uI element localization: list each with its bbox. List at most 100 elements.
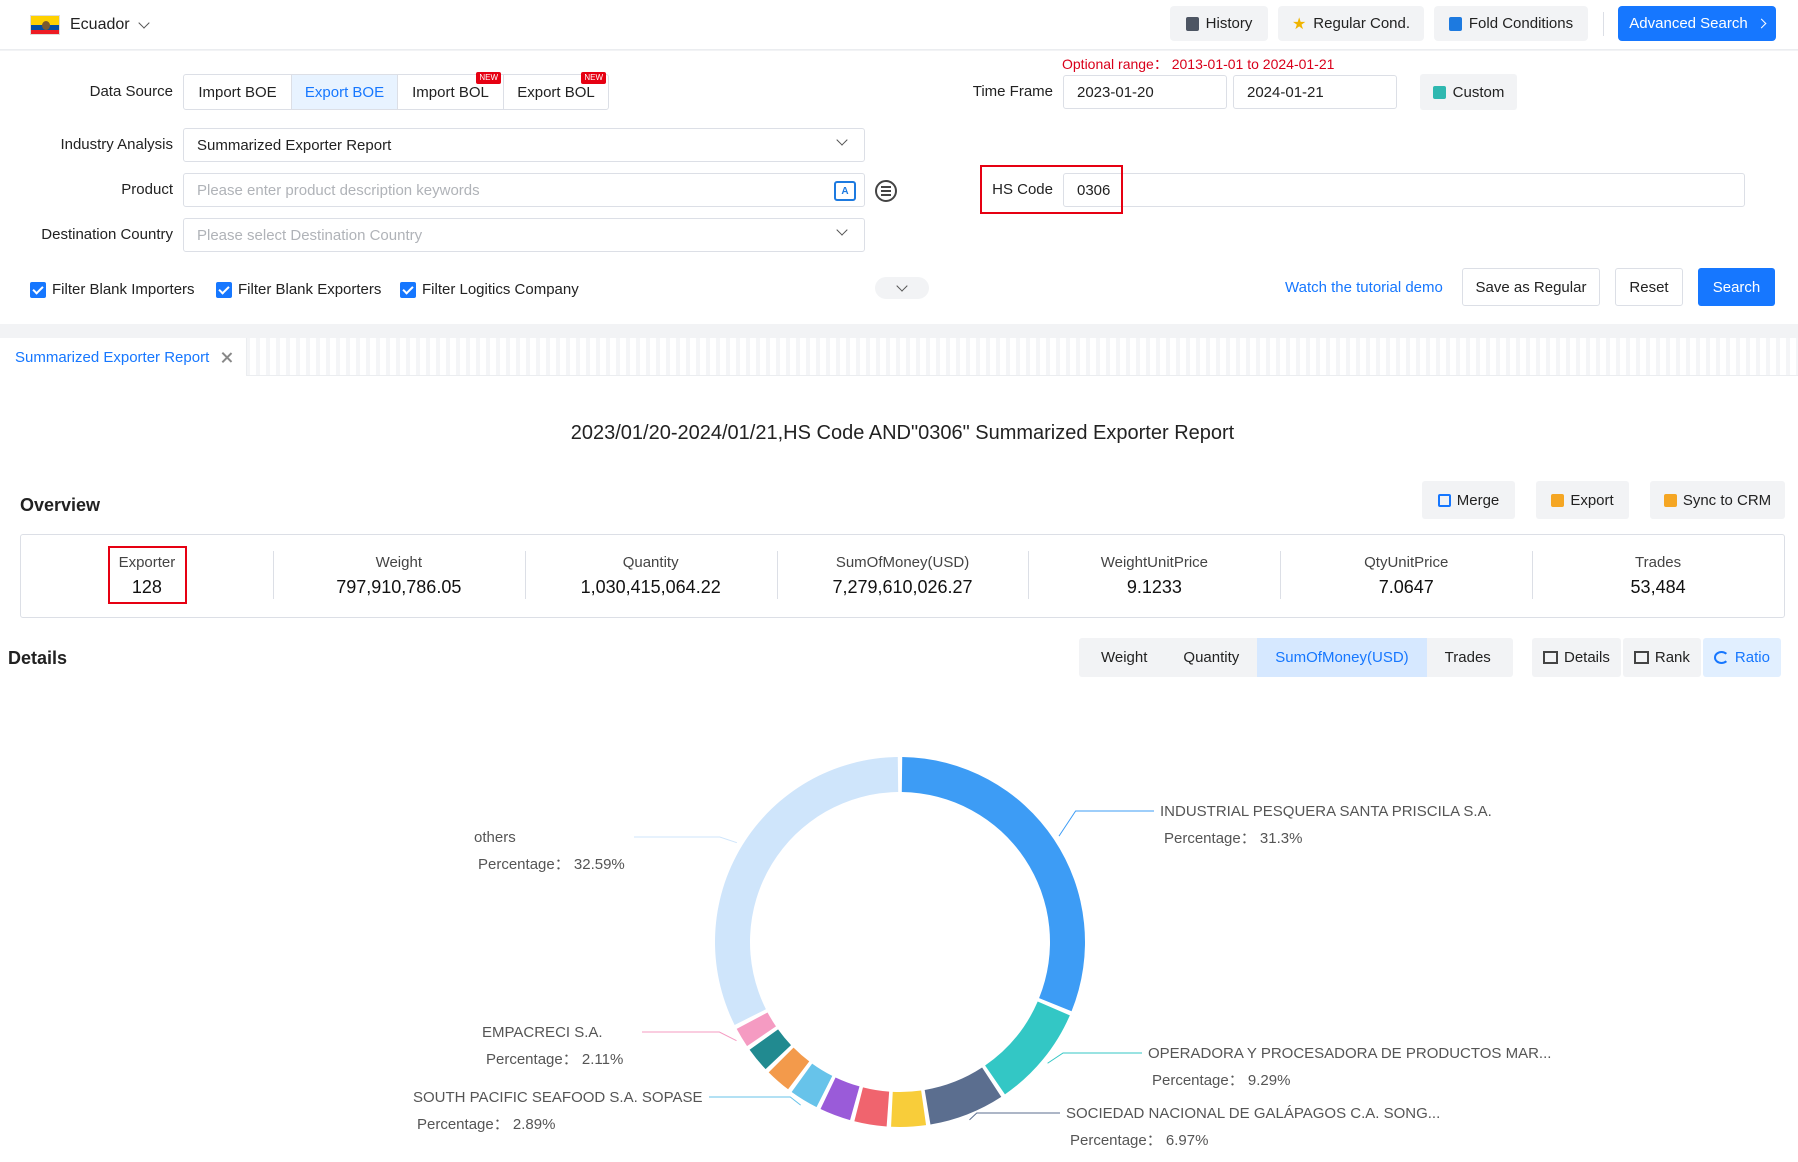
ecuador-flag-icon	[30, 15, 60, 35]
filter-label: Filter Blank Importers	[52, 281, 195, 298]
slice-name: SOUTH PACIFIC SEAFOOD S.A. SOPASE	[413, 1089, 703, 1106]
sync-icon	[1663, 493, 1677, 507]
rank-icon	[1633, 651, 1649, 664]
slice-percentage: Percentage： 32.59%	[478, 856, 625, 873]
donut-slice[interactable]	[749, 1029, 792, 1070]
source-import-boe[interactable]: Import BOE	[184, 75, 292, 109]
data-source-selector: Import BOE Export BOE Import BOL NEW Expo…	[183, 72, 609, 110]
checkbox-icon	[30, 281, 46, 298]
advanced-search-button[interactable]: Advanced Search	[1618, 6, 1776, 41]
history-button[interactable]: History	[1170, 6, 1268, 41]
filter-logistics-checkbox[interactable]: Filter Logitics Company	[400, 281, 579, 298]
filter-label: Filter Logitics Company	[422, 281, 579, 298]
donut-slice[interactable]	[854, 1087, 890, 1127]
export-button[interactable]: Export	[1536, 481, 1629, 519]
fold-conditions-button[interactable]: Fold Conditions	[1434, 6, 1588, 41]
keyword-search-icon[interactable]	[875, 180, 897, 202]
view-details[interactable]: Details	[1532, 638, 1621, 677]
filter-blank-exporters-checkbox[interactable]: Filter Blank Exporters	[216, 281, 381, 298]
stat-sum-of-money: SumOfMoney(USD) 7,279,610,026.27	[776, 535, 1029, 617]
overview-heading: Overview	[20, 495, 101, 515]
stat-exporter: Exporter 128	[21, 535, 273, 617]
checkbox-icon	[216, 281, 232, 298]
donut-slice[interactable]	[715, 757, 899, 1025]
source-export-bol[interactable]: Export BOL NEW	[504, 72, 608, 109]
slice-label: others Percentage： 32.59%	[474, 824, 625, 878]
stat-value: 797,910,786.05	[336, 577, 462, 597]
save-as-regular-button[interactable]: Save as Regular	[1462, 268, 1600, 306]
donut-slice[interactable]	[891, 1090, 927, 1127]
donut-slice[interactable]	[768, 1047, 810, 1090]
industry-analysis-label: Industry Analysis	[60, 136, 173, 153]
destination-placeholder: Please select Destination Country	[197, 226, 423, 244]
stat-value: 53,484	[1630, 577, 1686, 597]
sync-label: Sync to CRM	[1682, 491, 1772, 509]
search-button[interactable]: Search	[1698, 268, 1775, 306]
country-label: Ecuador	[70, 16, 130, 33]
stat-key: QtyUnitPrice	[1364, 554, 1449, 571]
slice-percentage: Percentage： 2.11%	[486, 1051, 624, 1068]
metric-weight[interactable]: Weight	[1101, 649, 1148, 666]
date-to-input[interactable]: 2024-01-21	[1233, 75, 1397, 109]
metric-trades[interactable]: Trades	[1444, 649, 1491, 666]
label-leader-line	[634, 836, 738, 844]
merge-button[interactable]: Merge	[1422, 481, 1515, 519]
stat-key: SumOfMoney(USD)	[835, 554, 970, 571]
tab-summarized-exporter-report[interactable]: Summarized Exporter Report	[0, 338, 248, 376]
stat-value: 7.0647	[1378, 577, 1434, 597]
metric-quantity[interactable]: Quantity	[1183, 649, 1240, 666]
label-leader-line	[1058, 810, 1154, 837]
reset-button[interactable]: Reset	[1615, 268, 1683, 306]
donut-slice[interactable]	[820, 1077, 860, 1121]
fold-icon	[1448, 16, 1462, 31]
metric-sum-of-money[interactable]: SumOfMoney(USD)	[1257, 638, 1427, 677]
sync-to-crm-button[interactable]: Sync to CRM	[1650, 481, 1785, 519]
merge-icon	[1437, 493, 1451, 507]
stat-key: Exporter	[118, 554, 176, 571]
slice-label: SOUTH PACIFIC SEAFOOD S.A. SOPASE Percent…	[413, 1084, 703, 1138]
donut-slice[interactable]	[791, 1063, 833, 1108]
view-rank[interactable]: Rank	[1622, 638, 1701, 677]
chevron-down-icon	[836, 224, 848, 236]
stat-key: Trades	[1635, 554, 1682, 571]
label-leader-line	[1047, 1052, 1142, 1064]
product-input[interactable]: Please enter product description keyword…	[183, 173, 865, 207]
source-label: Export BOL	[517, 83, 595, 101]
destination-country-label: Destination Country	[41, 226, 173, 243]
view-ratio[interactable]: Ratio	[1702, 638, 1781, 677]
source-import-bol[interactable]: Import BOL NEW	[398, 72, 504, 109]
hs-code-input[interactable]: 0306	[1063, 173, 1745, 207]
donut-slice[interactable]	[736, 1012, 776, 1047]
expand-conditions-button[interactable]	[875, 277, 929, 299]
fold-conditions-label: Fold Conditions	[1468, 15, 1574, 32]
report-tab-bar: Summarized Exporter Report	[0, 338, 1798, 376]
view-selector: Details Rank Ratio	[1532, 638, 1781, 677]
filter-blank-importers-checkbox[interactable]: Filter Blank Importers	[30, 281, 195, 298]
view-label: Ratio	[1734, 649, 1770, 666]
chevron-down-icon	[836, 134, 848, 146]
country-selector[interactable]: Ecuador	[30, 12, 150, 38]
export-label: Export	[1570, 491, 1614, 509]
optional-range-note: Optional range： 2013-01-01 to 2024-01-21	[1062, 56, 1335, 72]
industry-analysis-select[interactable]: Summarized Exporter Report	[183, 128, 865, 162]
star-icon: ★	[1291, 15, 1307, 33]
stat-value: 128	[131, 577, 162, 597]
donut-slice[interactable]	[901, 757, 1085, 1012]
stat-key: WeightUnitPrice	[1100, 554, 1208, 571]
regular-cond-button[interactable]: ★ Regular Cond.	[1278, 6, 1424, 41]
custom-button[interactable]: Custom	[1420, 74, 1517, 110]
source-export-boe[interactable]: Export BOE	[292, 75, 398, 109]
slice-percentage: Percentage： 9.29%	[1152, 1072, 1291, 1089]
donut-slice[interactable]	[985, 1001, 1070, 1095]
slice-name: OPERADORA Y PROCESADORA DE PRODUCTOS MAR…	[1148, 1045, 1552, 1062]
ratio-icon	[1713, 651, 1729, 664]
source-label: Import BOL	[412, 83, 489, 101]
date-from-input[interactable]: 2023-01-20	[1063, 75, 1227, 109]
destination-country-select[interactable]: Please select Destination Country	[183, 218, 865, 252]
tutorial-link[interactable]: Watch the tutorial demo	[1285, 279, 1443, 296]
translate-icon[interactable]: A	[834, 181, 856, 201]
history-icon	[1185, 16, 1199, 31]
divider	[1603, 12, 1604, 36]
history-label: History	[1205, 15, 1253, 32]
donut-slice[interactable]	[924, 1067, 1002, 1125]
